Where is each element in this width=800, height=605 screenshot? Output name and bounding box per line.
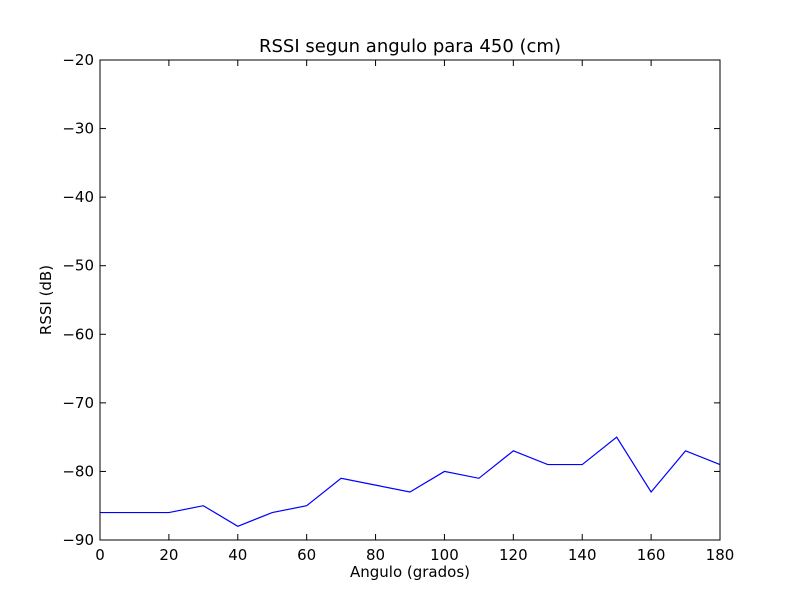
y-tick-label: −90 bbox=[62, 531, 94, 549]
y-tick-label: −50 bbox=[62, 257, 94, 275]
chart-title: RSSI segun angulo para 450 (cm) bbox=[259, 36, 561, 57]
x-tick-label: 0 bbox=[95, 546, 105, 564]
x-tick-label: 140 bbox=[568, 546, 597, 564]
x-tick-label: 80 bbox=[366, 546, 385, 564]
y-tick-label: −30 bbox=[62, 120, 94, 138]
y-tick-label: −20 bbox=[62, 51, 94, 69]
x-tick-label: 120 bbox=[499, 546, 528, 564]
y-axis-label: RSSI (dB) bbox=[37, 265, 55, 335]
x-tick-label: 40 bbox=[228, 546, 247, 564]
series-line bbox=[100, 436, 721, 527]
x-axis-label: Angulo (grados) bbox=[350, 563, 470, 581]
x-tick-label: 20 bbox=[159, 546, 178, 564]
x-tick-label: 60 bbox=[297, 546, 316, 564]
x-tick-label: 100 bbox=[430, 546, 459, 564]
y-tick-label: −40 bbox=[62, 188, 94, 206]
plot-frame bbox=[99, 59, 721, 541]
y-tick-label: −70 bbox=[62, 394, 94, 412]
y-tick-label: −60 bbox=[62, 325, 94, 343]
x-tick-label: 160 bbox=[637, 546, 666, 564]
x-tick-label: 180 bbox=[706, 546, 735, 564]
y-tick-label: −80 bbox=[62, 462, 94, 480]
